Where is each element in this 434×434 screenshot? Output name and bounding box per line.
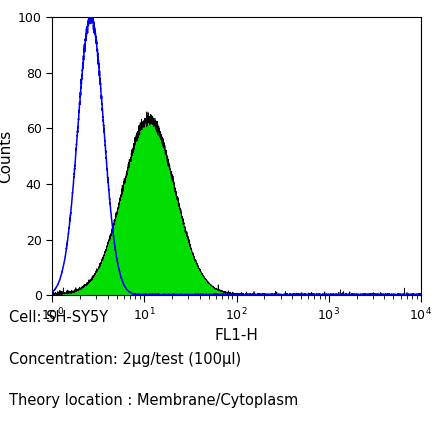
Text: Theory location : Membrane/Cytoplasm: Theory location : Membrane/Cytoplasm	[9, 393, 298, 408]
Text: Cell: SH-SY5Y: Cell: SH-SY5Y	[9, 310, 108, 326]
Y-axis label: Counts: Counts	[0, 130, 13, 183]
X-axis label: FL1-H: FL1-H	[214, 328, 259, 343]
Text: Concentration: 2μg/test (100μl): Concentration: 2μg/test (100μl)	[9, 352, 241, 367]
